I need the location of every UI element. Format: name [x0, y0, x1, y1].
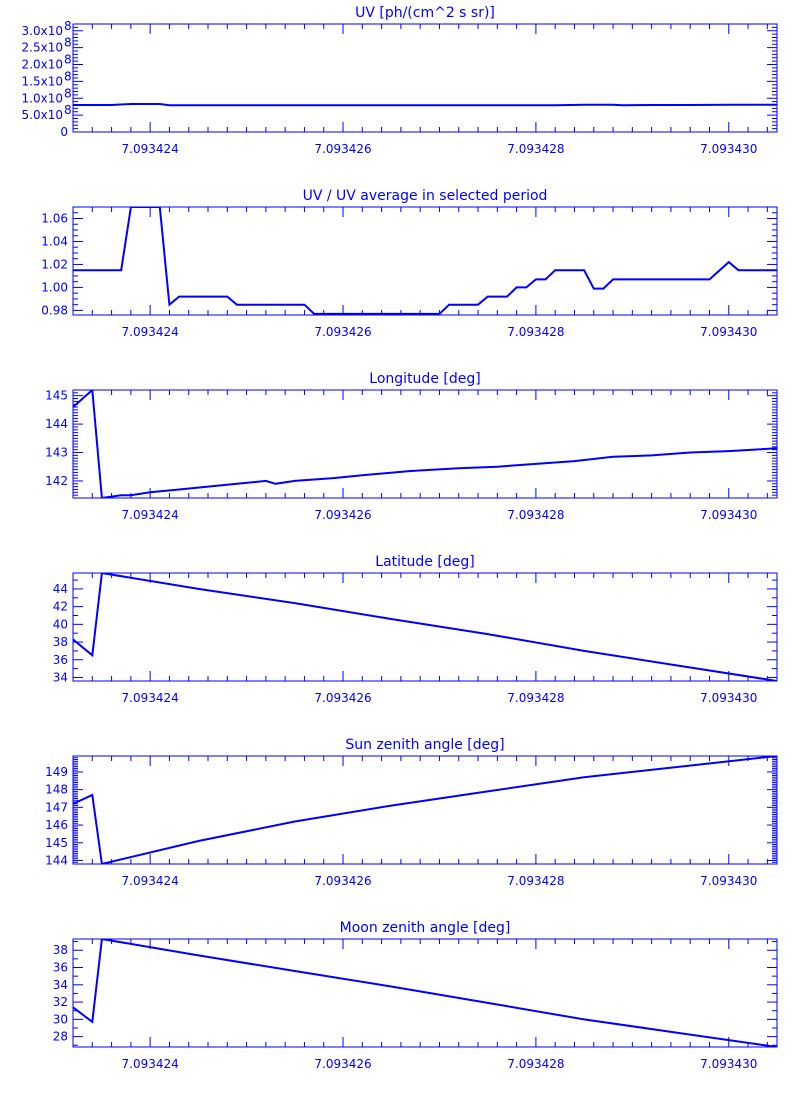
y-tick-label: 36	[53, 653, 68, 667]
plot-frame	[72, 389, 778, 499]
x-tick-label: 7.093430	[700, 874, 757, 888]
x-tick-label: 7.093428	[507, 508, 564, 522]
x-tick-label: 7.093428	[507, 325, 564, 339]
y-tick-label: 149	[45, 765, 68, 779]
y-tick-label: 40	[53, 617, 68, 631]
y-tick-label: 36	[53, 961, 68, 975]
x-tick-label: 7.093430	[700, 325, 757, 339]
y-tick-label: 1.0x10	[22, 91, 63, 105]
y-tick-label: 1.04	[41, 234, 68, 248]
plot-frame	[72, 572, 778, 682]
x-tick-label: 7.093426	[314, 142, 371, 156]
x-tick-label: 7.093424	[122, 874, 179, 888]
y-tick-label: 147	[45, 800, 68, 814]
x-tick-label: 7.093428	[507, 1057, 564, 1071]
y-tick-label: 148	[45, 783, 68, 797]
y-tick-label: 28	[53, 1030, 68, 1044]
y-tick-exponent: 8	[64, 86, 72, 100]
chart-title: Moon zenith angle [deg]	[340, 920, 511, 936]
x-tick-label: 7.093430	[700, 142, 757, 156]
x-tick-label: 7.093426	[314, 325, 371, 339]
y-tick-label: 0.98	[41, 303, 68, 317]
y-tick-exponent: 8	[64, 19, 72, 33]
y-tick-label: 38	[53, 943, 68, 957]
y-tick-label: 5.0x10	[22, 108, 63, 122]
y-tick-label: 1.5x10	[22, 74, 63, 88]
y-tick-label: 144	[45, 417, 68, 431]
y-tick-label: 44	[53, 582, 68, 596]
plot-frame	[72, 755, 778, 865]
chart-panel-1: UV [ph/(cm^2 s sr)] 7.093424 7.093426 7.093…	[22, 5, 778, 156]
y-tick-label: 2.0x10	[22, 58, 63, 72]
y-tick-label: 42	[53, 600, 68, 614]
y-tick-exponent: 8	[64, 36, 72, 50]
x-tick-label: 7.093424	[122, 142, 179, 156]
y-tick-label: 2.5x10	[22, 41, 63, 55]
chart-title: Sun zenith angle [deg]	[345, 737, 504, 753]
series-line	[73, 756, 777, 864]
chart-panel-3: Longitude [deg] 7.093424 7.093426 7.093428 7…	[45, 371, 778, 522]
series-line	[73, 390, 777, 498]
y-tick-label: 34	[53, 978, 68, 992]
y-tick-exponent: 8	[64, 69, 72, 83]
x-tick-label: 7.093424	[122, 1057, 179, 1071]
y-tick-label: 144	[45, 853, 68, 867]
plot-frame	[72, 23, 778, 133]
y-tick-label: 145	[45, 836, 68, 850]
series-line	[73, 103, 777, 107]
chart-title: UV [ph/(cm^2 s sr)]	[355, 5, 495, 21]
y-tick-label: 3.0x10	[22, 24, 63, 38]
chart-title: Latitude [deg]	[375, 554, 474, 570]
chart-panel-4: Latitude [deg] 7.093424 7.093426 7.093428 7.…	[53, 554, 778, 705]
x-tick-label: 7.093430	[700, 1057, 757, 1071]
x-tick-label: 7.093426	[314, 874, 371, 888]
x-tick-label: 7.093426	[314, 691, 371, 705]
chart-panel-2: UV / UV average in selected period 7.0934…	[41, 188, 778, 339]
chart-panel-5: Sun zenith angle [deg] 7.093424 7.093426 7.…	[45, 737, 778, 888]
y-tick-label: 32	[53, 995, 68, 1009]
x-tick-label: 7.093424	[122, 691, 179, 705]
x-tick-label: 7.093426	[314, 508, 371, 522]
y-tick-label: 38	[53, 635, 68, 649]
x-tick-label: 7.093426	[314, 1057, 371, 1071]
series-line	[73, 207, 777, 315]
y-tick-label: 1.02	[41, 257, 68, 271]
y-tick-label: 145	[45, 389, 68, 403]
y-tick-label: 1.06	[41, 211, 68, 225]
chart-panel-6: Moon zenith angle [deg] 7.093424 7.093426 7…	[53, 920, 778, 1071]
y-tick-label: 0	[60, 125, 68, 139]
y-tick-exponent: 8	[64, 53, 72, 67]
x-tick-label: 7.093428	[507, 142, 564, 156]
y-tick-label: 143	[45, 446, 68, 460]
x-tick-label: 7.093430	[700, 691, 757, 705]
y-tick-label: 142	[45, 474, 68, 488]
chart-title: UV / UV average in selected period	[303, 188, 548, 204]
x-tick-label: 7.093424	[122, 325, 179, 339]
series-line	[73, 939, 777, 1047]
x-tick-label: 7.093428	[507, 691, 564, 705]
y-tick-label: 146	[45, 818, 68, 832]
x-tick-label: 7.093424	[122, 508, 179, 522]
series-line	[73, 573, 777, 681]
chart-title: Longitude [deg]	[369, 371, 480, 387]
x-tick-label: 7.093428	[507, 874, 564, 888]
plot-frame	[72, 206, 778, 316]
y-tick-label: 34	[53, 670, 68, 684]
y-tick-label: 30	[53, 1012, 68, 1026]
y-tick-label: 1.00	[41, 280, 68, 294]
x-tick-label: 7.093430	[700, 508, 757, 522]
y-tick-exponent: 8	[64, 103, 72, 117]
